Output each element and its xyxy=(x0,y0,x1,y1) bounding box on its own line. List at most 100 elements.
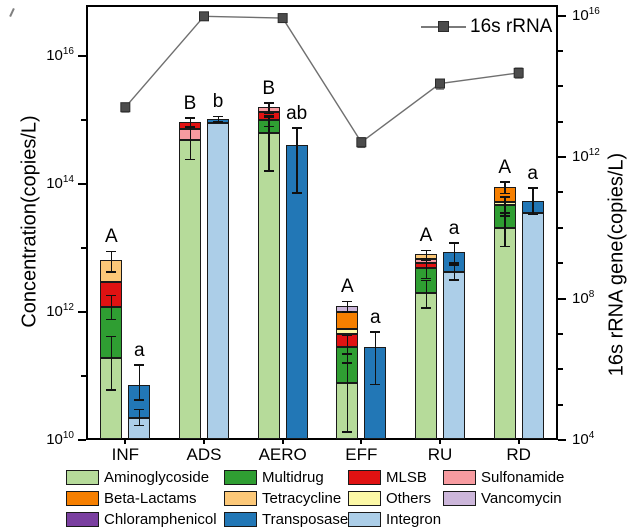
error-bar-cap xyxy=(370,331,381,333)
left-axis-tick-label: 1012 xyxy=(30,302,74,320)
legend-item: Integron xyxy=(348,511,498,527)
error-bar-cap xyxy=(134,408,145,411)
error-bar-line xyxy=(504,196,506,217)
legend-item: Tetracycline xyxy=(224,490,374,508)
right-axis-minor-tick xyxy=(558,120,563,123)
sig-letter: b xyxy=(212,91,224,113)
error-bar-cap xyxy=(342,353,353,355)
x-category-label: EFF xyxy=(345,445,378,464)
error-bar-cap xyxy=(499,245,510,248)
error-bar-cap xyxy=(499,212,510,214)
tick-base: 10 xyxy=(46,175,63,193)
tick-exponent: 4 xyxy=(588,430,595,441)
error-bar-cap xyxy=(342,311,353,313)
error-bar-line xyxy=(532,187,534,215)
right-axis-major-tick xyxy=(558,297,566,300)
legend-item: Multidrug xyxy=(224,469,374,487)
bar-segment-others xyxy=(336,329,359,334)
error-bar-cap xyxy=(106,318,117,321)
sig-letter: B xyxy=(183,92,197,114)
error-bar-line xyxy=(425,250,427,261)
error-bar-cap xyxy=(449,262,459,264)
left-axis-minor-tick xyxy=(81,119,86,122)
rrna-legend-label: 16s rRNA xyxy=(470,16,553,37)
legend-swatch-transposase xyxy=(224,512,257,527)
legend-label: Beta-Lactams xyxy=(104,490,197,507)
right-axis-tick-label: 104 xyxy=(572,430,616,448)
right-axis-minor-tick xyxy=(558,191,563,194)
legend-swatch-chloramphenicol xyxy=(66,512,99,527)
error-bar-cap xyxy=(527,213,538,216)
legend-swatch-multidrug xyxy=(224,470,257,485)
error-bar-line xyxy=(504,212,506,247)
sig-letter: A xyxy=(498,156,511,178)
x-axis-tick xyxy=(281,440,284,444)
legend-label: MLSB xyxy=(386,469,427,486)
error-bar-cap xyxy=(106,294,117,297)
right-axis-minor-tick xyxy=(558,368,563,371)
error-bar-cap xyxy=(370,383,381,386)
left-axis-major-tick xyxy=(78,439,86,441)
sig-letter: a xyxy=(134,339,145,361)
legend-item: Chloramphenicol xyxy=(66,511,217,527)
tick-base: 10 xyxy=(46,303,63,321)
right-axis-tick-label: 1016 xyxy=(572,6,616,24)
left-axis-minor-tick xyxy=(81,247,86,250)
x-category-label: RU xyxy=(427,445,453,464)
plot-area xyxy=(86,5,558,440)
x-axis-tick xyxy=(124,440,127,444)
legend-item: Sulfonamide xyxy=(443,469,593,487)
error-bar-line xyxy=(425,258,427,279)
legend-swatch-sulfonamide xyxy=(443,470,476,485)
error-bar-line xyxy=(110,295,113,320)
bar-segment-beta-lactams xyxy=(336,312,359,330)
error-bar-line xyxy=(346,301,349,313)
error-bar-line xyxy=(425,280,427,309)
error-bar-cap xyxy=(499,181,510,183)
error-bar-line xyxy=(138,364,141,401)
right-axis-minor-tick xyxy=(558,226,563,229)
error-bar-line xyxy=(374,331,377,385)
legend-item: Aminoglycoside xyxy=(66,469,216,487)
x-axis-tick xyxy=(360,440,363,444)
right-axis-minor-tick xyxy=(558,332,563,335)
left-axis-major-tick xyxy=(78,183,86,186)
x-category-label: AERO xyxy=(258,445,307,464)
legend-label: Multidrug xyxy=(262,469,324,486)
sig-letter: A xyxy=(340,276,354,298)
legend-label: Tetracycline xyxy=(262,490,342,507)
tick-exponent: 14 xyxy=(62,174,74,186)
legend-item: Others xyxy=(348,490,498,508)
error-bar-line xyxy=(453,242,455,264)
x-category-label: INF xyxy=(111,445,140,464)
right-axis-minor-tick xyxy=(558,403,563,406)
rrna-legend-marker-icon xyxy=(438,21,449,32)
error-bar-cap xyxy=(342,300,353,303)
sig-letter: a xyxy=(448,217,460,239)
legend-label: Transposase xyxy=(262,511,349,527)
right-axis-major-tick xyxy=(558,14,566,17)
left-axis-minor-tick xyxy=(81,375,86,378)
error-bar-cap xyxy=(342,334,353,337)
tick-base: 10 xyxy=(46,47,63,65)
tick-exponent: 8 xyxy=(588,288,595,300)
error-bar-line xyxy=(453,264,455,281)
error-bar-line xyxy=(504,181,506,194)
right-axis-minor-tick xyxy=(558,49,563,52)
right-axis-major-tick xyxy=(558,156,566,159)
error-bar-cap xyxy=(421,249,431,251)
error-bar-cap xyxy=(527,187,538,189)
legend-label: Vancomycin xyxy=(481,490,562,507)
error-bar-cap xyxy=(134,424,145,427)
x-axis-tick xyxy=(517,440,520,444)
tick-base: 10 xyxy=(572,289,589,307)
error-bar-cap xyxy=(421,257,431,260)
error-bar-cap xyxy=(291,192,302,194)
right-axis-tick-label: 1012 xyxy=(572,147,616,165)
error-bar-cap xyxy=(106,250,117,253)
legend-item: MLSB xyxy=(348,469,498,487)
legend-label: Chloramphenicol xyxy=(104,511,217,527)
right-axis-tick-label: 108 xyxy=(572,289,616,307)
